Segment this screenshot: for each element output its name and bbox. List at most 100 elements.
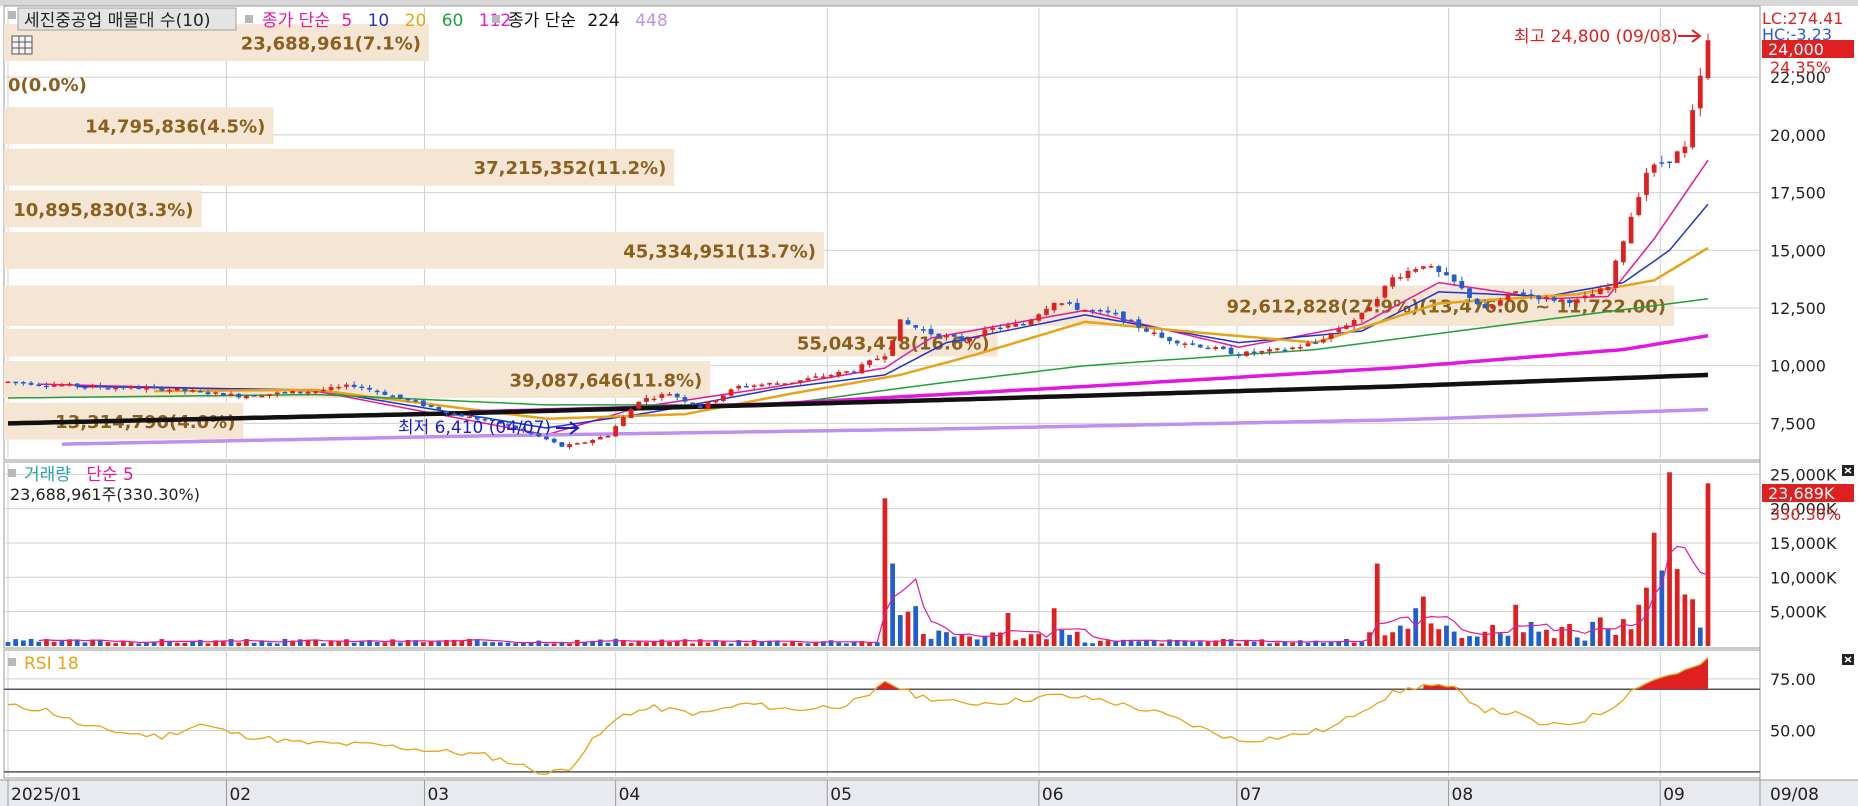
- volume-bar: [1621, 619, 1626, 646]
- volume-bar: [421, 642, 426, 646]
- volume-bar: [905, 611, 911, 646]
- volume-bar: [490, 642, 495, 646]
- price-tick-label: 7,500: [1770, 414, 1816, 433]
- candle: [1667, 161, 1672, 164]
- price-tick-label: 15,000: [1770, 241, 1826, 260]
- candle: [205, 392, 211, 395]
- volume-bar: [505, 642, 511, 646]
- volume-bar: [813, 641, 819, 646]
- table-icon[interactable]: [11, 35, 33, 55]
- volume-bar: [1251, 641, 1257, 646]
- x-axis-label: 04: [619, 785, 641, 805]
- volume-bar: [536, 640, 542, 646]
- candle: [190, 390, 195, 392]
- ma-legend-10: 10: [368, 11, 390, 31]
- volume-bar: [1044, 639, 1049, 646]
- volume-bar: [190, 640, 195, 646]
- rsi-title: RSI 18: [24, 654, 79, 674]
- volume-profile-bar: [4, 107, 274, 145]
- candle: [1397, 277, 1403, 279]
- candle: [451, 413, 457, 416]
- candle: [1705, 40, 1711, 79]
- volume-bar: [1090, 643, 1095, 646]
- candle: [5, 381, 11, 384]
- volume-bar: [1421, 596, 1426, 646]
- volume-bar: [221, 640, 226, 646]
- candle: [1544, 297, 1549, 299]
- candle: [1028, 319, 1034, 325]
- candle: [628, 409, 634, 419]
- volume-bar: [836, 642, 842, 646]
- volume-bar: [1451, 631, 1457, 646]
- candle: [1205, 347, 1211, 350]
- volume-bar: [1182, 640, 1188, 646]
- volume-close-icon[interactable]: [1842, 465, 1854, 476]
- hc-label: HC:-3.23: [1762, 25, 1832, 44]
- candle: [1697, 75, 1703, 109]
- volume-bar: [921, 634, 926, 646]
- volume-bar: [1136, 641, 1142, 646]
- volume-bar: [5, 642, 11, 646]
- volume-bar: [405, 639, 411, 646]
- volume-bar: [59, 640, 65, 646]
- volume-bar: [828, 640, 834, 646]
- candle: [997, 327, 1003, 330]
- volume-bar: [544, 643, 549, 646]
- candle: [282, 392, 288, 394]
- candle: [1274, 348, 1280, 350]
- candle: [1451, 274, 1457, 282]
- candle: [1651, 164, 1657, 173]
- volume-bar: [1328, 642, 1334, 646]
- volume-bar: [174, 642, 180, 646]
- volume-ma-label: 단순 5: [86, 465, 134, 485]
- volume-panel: [3, 461, 1761, 649]
- volume-bar: [74, 639, 80, 646]
- candle: [1444, 272, 1449, 276]
- volume-tick-label: 20,000K: [1770, 500, 1837, 519]
- candle: [844, 371, 849, 373]
- candle: [1336, 329, 1342, 332]
- volume-profile-bar: [4, 328, 998, 357]
- volume-bar: [321, 643, 326, 646]
- candle: [444, 410, 449, 414]
- volume-bar: [951, 636, 957, 646]
- volume-bar: [351, 642, 357, 646]
- volume-bar: [1228, 639, 1234, 646]
- x-axis-label: 02: [229, 785, 251, 805]
- volume-bar: [521, 642, 526, 646]
- candle: [1167, 337, 1172, 342]
- candle: [1128, 319, 1134, 322]
- volume-tick-label: 10,000K: [1770, 568, 1837, 587]
- candle: [351, 384, 357, 387]
- candle: [305, 391, 311, 394]
- candle: [536, 433, 542, 437]
- rsi-close-icon[interactable]: [1842, 654, 1854, 665]
- volume-bar: [205, 643, 211, 646]
- volume-bar: [644, 642, 649, 646]
- candle: [621, 417, 626, 427]
- volume-bar: [282, 638, 288, 646]
- candle: [167, 389, 172, 392]
- candle: [1482, 304, 1488, 309]
- candle: [1344, 325, 1349, 329]
- volume-bar: [1205, 641, 1211, 646]
- candle: [821, 376, 826, 379]
- candle: [990, 327, 995, 330]
- candle: [513, 425, 519, 430]
- volume-profile-label: 23,688,961(7.1%): [241, 34, 421, 55]
- volume-bar: [913, 606, 919, 646]
- candle: [1536, 295, 1542, 300]
- lc-label: LC:274.41: [1762, 9, 1843, 28]
- candle: [597, 436, 603, 440]
- volume-bar: [1497, 633, 1503, 646]
- volume-profile-label: 10,895,830(3.3%): [13, 200, 193, 221]
- volume-bar: [682, 639, 688, 646]
- volume-bar: [182, 642, 188, 646]
- volume-bar: [559, 642, 565, 646]
- candle: [1467, 288, 1472, 298]
- volume-bar: [67, 639, 72, 646]
- candle: [1321, 339, 1326, 343]
- candle: [1259, 350, 1265, 353]
- candle: [751, 385, 757, 387]
- volume-bar: [159, 639, 165, 646]
